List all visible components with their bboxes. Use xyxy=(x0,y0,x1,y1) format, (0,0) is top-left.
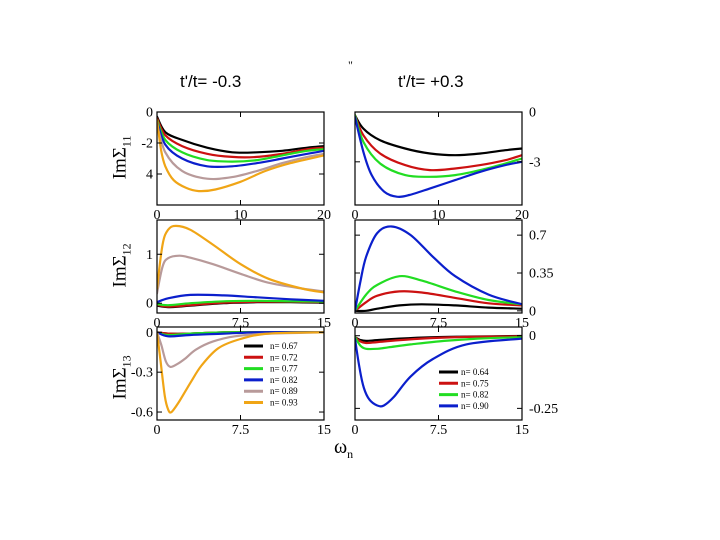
x-tick-label: 7.5 xyxy=(430,423,448,438)
top-mark: " xyxy=(348,58,353,72)
y-tick-label: -0.25 xyxy=(529,402,558,417)
y-tick-label: 0 xyxy=(146,326,153,341)
y-tick-label: 0.35 xyxy=(529,266,554,281)
x-tick-label: 15 xyxy=(317,423,331,438)
series-line-0.89 xyxy=(157,123,324,181)
series-line-0.82 xyxy=(355,336,522,351)
x-tick-label: 20 xyxy=(317,208,331,223)
y-tick-label: -3 xyxy=(529,155,541,170)
y-tick-label: -0.6 xyxy=(131,406,153,421)
series-line-0.75 xyxy=(355,290,522,312)
panel-frame xyxy=(354,111,523,206)
y-tick-label: 0 xyxy=(146,297,153,312)
y-tick-label: -0.3 xyxy=(131,366,153,381)
x-tick-label: 15 xyxy=(515,423,529,438)
y-tick-label: 0 xyxy=(529,329,536,344)
x-axis-label: ωn xyxy=(334,436,354,461)
y-tick-label: 4 xyxy=(146,168,153,183)
y-tick-label: 1 xyxy=(146,248,153,263)
series-line-0.93 xyxy=(157,331,324,414)
series-line-0.64 xyxy=(355,114,522,157)
series-line-0.75 xyxy=(355,114,522,172)
y-tick-label: 0.7 xyxy=(529,229,547,244)
panel-right-row3: 0 7.5 15 0 -0.25 n= 0.64n= 0.75 n= 0.82n= 0.90 xyxy=(352,326,558,438)
series-group xyxy=(355,225,522,313)
legend-label: n= 0.64 xyxy=(461,367,489,377)
series-line-0.82 xyxy=(355,114,522,178)
x-tick-label: 7.5 xyxy=(232,423,250,438)
x-tick-label: 10 xyxy=(234,208,248,223)
series-line-0.93 xyxy=(157,118,324,193)
series-line-0.82 xyxy=(157,293,324,304)
x-tick-label: 20 xyxy=(515,208,529,223)
series-line-0.67 xyxy=(157,115,324,154)
y-tick-label: 0 xyxy=(146,106,153,121)
series-line-0.75 xyxy=(355,335,522,345)
x-tick-label: 0 xyxy=(154,423,161,438)
legend-label: n= 0.75 xyxy=(461,378,489,388)
series-line-0.72 xyxy=(157,117,324,159)
series-line-0.77 xyxy=(157,299,324,307)
series-line-0.93 xyxy=(157,224,324,294)
series-line-0.90 xyxy=(355,115,522,198)
series-group xyxy=(157,115,324,193)
series-line-0.90 xyxy=(355,225,522,312)
series-line-0.89 xyxy=(157,331,324,369)
legend-label: n= 0.67 xyxy=(270,341,298,351)
series-group xyxy=(157,224,324,309)
legend-label: n= 0.82 xyxy=(461,390,489,400)
left-column-title: t'/t= -0.3 xyxy=(180,72,242,91)
right-column-title: t'/t= +0.3 xyxy=(398,72,464,91)
series-group xyxy=(355,334,522,408)
y-tick-label: -2 xyxy=(141,137,153,152)
legend-label: n= 0.72 xyxy=(270,352,298,362)
legend-label: n= 0.77 xyxy=(270,364,298,374)
series-line-0.89 xyxy=(157,254,324,295)
panel-left-row3: 0 7.5 150-0.3-0.6n= 0.67n= 0.72n= 0.77n= 0… xyxy=(131,326,331,438)
legend-label: n= 0.93 xyxy=(270,398,298,408)
y-tick-label: 0 xyxy=(529,106,536,121)
legend: n= 0.67n= 0.72 n= 0.77n= 0.82n= 0.89 n= 0.… xyxy=(244,341,298,408)
x-tick-label: 0 xyxy=(154,316,161,331)
x-tick-label: 0 xyxy=(352,423,359,438)
series-line-0.64 xyxy=(355,303,522,313)
panel-right-row1: 0 10 20 0 -3 xyxy=(352,106,541,224)
series-line-0.90 xyxy=(355,337,522,408)
panel-left-row1: 0 10 20 0 -2 4 xyxy=(141,106,331,224)
x-tick-label: 0 xyxy=(352,316,359,331)
x-tick-label: 0 xyxy=(352,208,359,223)
x-tick-label: 10 xyxy=(432,208,446,223)
legend-label: n= 0.90 xyxy=(461,401,489,411)
x-tick-label: 0 xyxy=(154,208,161,223)
y-tick-label: 0 xyxy=(529,304,536,319)
panel-frame xyxy=(354,219,523,314)
series-line-0.82 xyxy=(355,274,522,312)
series-line-0.77 xyxy=(157,118,324,163)
series-line-0.82 xyxy=(157,120,324,169)
legend-label: n= 0.89 xyxy=(270,386,298,396)
series-group xyxy=(355,114,522,198)
legend: n= 0.64n= 0.75 n= 0.82n= 0.90 xyxy=(439,367,489,411)
legend-label: n= 0.82 xyxy=(270,375,298,385)
panel-frame xyxy=(156,326,325,421)
series-group xyxy=(157,331,324,414)
